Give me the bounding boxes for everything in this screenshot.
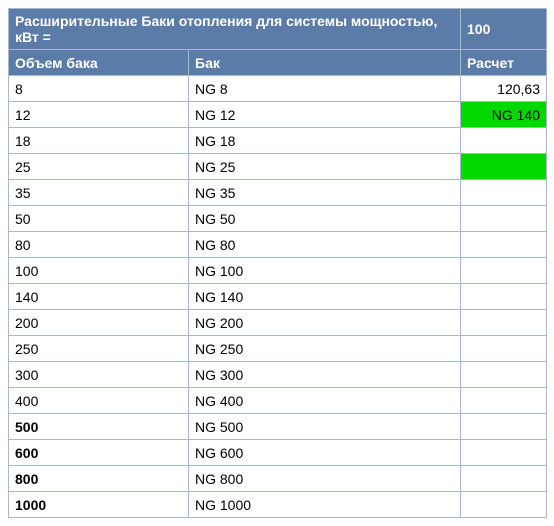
cell-tank: NG 50 bbox=[189, 206, 461, 232]
cell-volume: 1000 bbox=[9, 492, 189, 518]
cell-calc bbox=[461, 128, 547, 154]
cell-calc bbox=[461, 492, 547, 518]
table-body: 8NG 8120,6312NG 12NG 14018NG 1825NG 2535… bbox=[9, 76, 547, 518]
table-row: 80NG 80 bbox=[9, 232, 547, 258]
table-row: 500NG 500 bbox=[9, 414, 547, 440]
title-right: 100 bbox=[461, 9, 547, 50]
cell-volume: 600 bbox=[9, 440, 189, 466]
table-row: 8NG 8120,63 bbox=[9, 76, 547, 102]
cell-volume: 25 bbox=[9, 154, 189, 180]
table-row: 100NG 100 bbox=[9, 258, 547, 284]
cell-tank: NG 35 bbox=[189, 180, 461, 206]
col-calc: Расчет bbox=[461, 50, 547, 76]
col-volume: Объем бака bbox=[9, 50, 189, 76]
cell-volume: 140 bbox=[9, 284, 189, 310]
cell-tank: NG 800 bbox=[189, 466, 461, 492]
table-row: 600NG 600 bbox=[9, 440, 547, 466]
column-header-row: Объем бака Бак Расчет bbox=[9, 50, 547, 76]
cell-tank: NG 100 bbox=[189, 258, 461, 284]
table-row: 200NG 200 bbox=[9, 310, 547, 336]
cell-calc bbox=[461, 414, 547, 440]
cell-tank: NG 12 bbox=[189, 102, 461, 128]
table-row: 300NG 300 bbox=[9, 362, 547, 388]
cell-tank: NG 250 bbox=[189, 336, 461, 362]
table-row: 12NG 12NG 140 bbox=[9, 102, 547, 128]
cell-calc bbox=[461, 336, 547, 362]
cell-calc bbox=[461, 362, 547, 388]
table-row: 250NG 250 bbox=[9, 336, 547, 362]
cell-volume: 400 bbox=[9, 388, 189, 414]
col-tank: Бак bbox=[189, 50, 461, 76]
cell-volume: 100 bbox=[9, 258, 189, 284]
table-row: 400NG 400 bbox=[9, 388, 547, 414]
cell-tank: NG 600 bbox=[189, 440, 461, 466]
cell-volume: 300 bbox=[9, 362, 189, 388]
table-row: 800NG 800 bbox=[9, 466, 547, 492]
table-row: 25NG 25 bbox=[9, 154, 547, 180]
cell-volume: 800 bbox=[9, 466, 189, 492]
cell-calc bbox=[461, 180, 547, 206]
expansion-tanks-table: Расширительные Баки отопления для систем… bbox=[8, 8, 547, 518]
cell-tank: NG 140 bbox=[189, 284, 461, 310]
cell-tank: NG 18 bbox=[189, 128, 461, 154]
cell-volume: 500 bbox=[9, 414, 189, 440]
table-row: 1000NG 1000 bbox=[9, 492, 547, 518]
cell-tank: NG 8 bbox=[189, 76, 461, 102]
cell-volume: 18 bbox=[9, 128, 189, 154]
cell-tank: NG 1000 bbox=[189, 492, 461, 518]
cell-calc bbox=[461, 388, 547, 414]
cell-calc bbox=[461, 232, 547, 258]
title-left: Расширительные Баки отопления для систем… bbox=[9, 9, 461, 50]
cell-volume: 50 bbox=[9, 206, 189, 232]
cell-volume: 35 bbox=[9, 180, 189, 206]
cell-tank: NG 500 bbox=[189, 414, 461, 440]
cell-calc bbox=[461, 466, 547, 492]
table-row: 50NG 50 bbox=[9, 206, 547, 232]
cell-calc bbox=[461, 310, 547, 336]
cell-volume: 250 bbox=[9, 336, 189, 362]
cell-tank: NG 300 bbox=[189, 362, 461, 388]
table-row: 140NG 140 bbox=[9, 284, 547, 310]
cell-calc bbox=[461, 206, 547, 232]
table-row: 18NG 18 bbox=[9, 128, 547, 154]
cell-tank: NG 200 bbox=[189, 310, 461, 336]
cell-calc: 120,63 bbox=[461, 76, 547, 102]
cell-tank: NG 25 bbox=[189, 154, 461, 180]
cell-calc bbox=[461, 258, 547, 284]
table-row: 35NG 35 bbox=[9, 180, 547, 206]
cell-volume: 8 bbox=[9, 76, 189, 102]
cell-tank: NG 400 bbox=[189, 388, 461, 414]
cell-tank: NG 80 bbox=[189, 232, 461, 258]
cell-calc bbox=[461, 284, 547, 310]
cell-volume: 200 bbox=[9, 310, 189, 336]
cell-calc bbox=[461, 440, 547, 466]
cell-volume: 80 bbox=[9, 232, 189, 258]
cell-calc bbox=[461, 154, 547, 180]
cell-volume: 12 bbox=[9, 102, 189, 128]
title-row: Расширительные Баки отопления для систем… bbox=[9, 9, 547, 50]
cell-calc: NG 140 bbox=[461, 102, 547, 128]
